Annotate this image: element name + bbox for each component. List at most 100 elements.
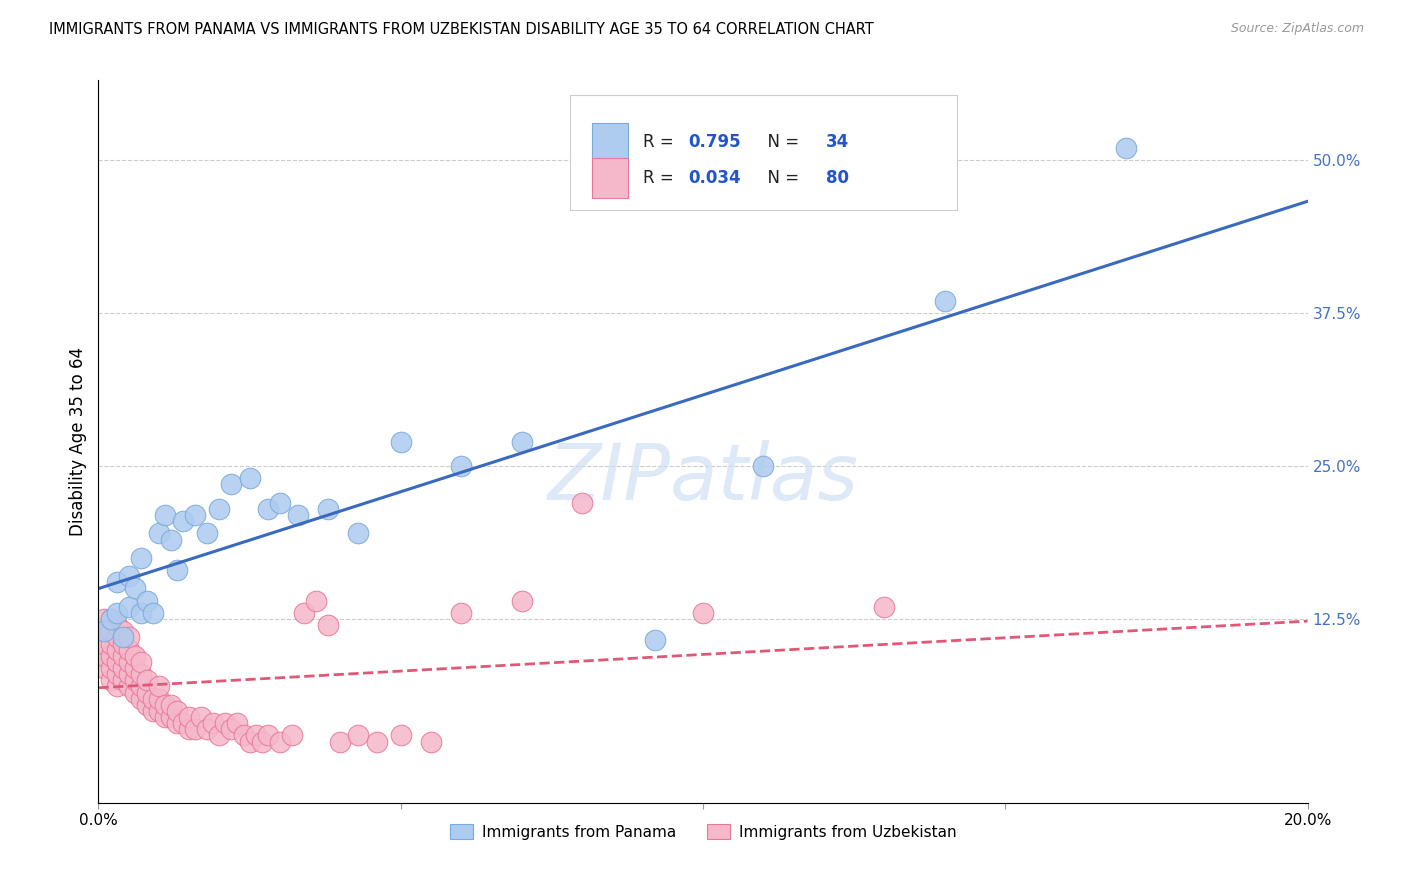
Point — [692, 606, 714, 620]
Point — [111, 648, 134, 663]
Text: 80: 80 — [827, 169, 849, 186]
Point — [226, 716, 249, 731]
Point — [184, 508, 207, 522]
Point — [135, 593, 157, 607]
Point — [111, 637, 134, 651]
Point — [100, 661, 122, 675]
Point — [93, 661, 115, 675]
FancyBboxPatch shape — [592, 122, 628, 162]
Point — [420, 734, 443, 748]
Point — [269, 734, 291, 748]
Point — [148, 526, 170, 541]
Point — [160, 710, 183, 724]
Point — [329, 734, 352, 748]
Point — [105, 631, 128, 645]
Point — [105, 575, 128, 590]
Point — [105, 655, 128, 669]
Point — [129, 655, 152, 669]
Point — [105, 642, 128, 657]
Point — [510, 434, 533, 449]
Point — [239, 471, 262, 485]
Point — [347, 526, 370, 541]
Point — [208, 728, 231, 742]
Point — [129, 680, 152, 694]
Point — [316, 618, 339, 632]
Point — [221, 477, 243, 491]
Text: IMMIGRANTS FROM PANAMA VS IMMIGRANTS FROM UZBEKISTAN DISABILITY AGE 35 TO 64 COR: IMMIGRANTS FROM PANAMA VS IMMIGRANTS FRO… — [49, 22, 875, 37]
Point — [287, 508, 309, 522]
Point — [100, 612, 122, 626]
Text: N =: N = — [758, 169, 804, 186]
Point — [93, 648, 115, 663]
Point — [166, 704, 188, 718]
Point — [347, 728, 370, 742]
Point — [153, 698, 176, 712]
Point — [93, 624, 115, 639]
Point — [172, 716, 194, 731]
Point — [269, 496, 291, 510]
Point — [118, 642, 141, 657]
Point — [281, 728, 304, 742]
FancyBboxPatch shape — [569, 95, 957, 211]
Point — [166, 563, 188, 577]
Point — [166, 716, 188, 731]
Point — [105, 667, 128, 681]
Point — [239, 734, 262, 748]
Point — [135, 698, 157, 712]
FancyBboxPatch shape — [592, 158, 628, 198]
Legend: Immigrants from Panama, Immigrants from Uzbekistan: Immigrants from Panama, Immigrants from … — [443, 818, 963, 846]
Point — [135, 685, 157, 699]
Point — [124, 661, 146, 675]
Point — [305, 593, 328, 607]
Text: 34: 34 — [827, 134, 849, 152]
Point — [316, 502, 339, 516]
Point — [571, 496, 593, 510]
Point — [105, 618, 128, 632]
Point — [148, 704, 170, 718]
Point — [111, 661, 134, 675]
Point — [124, 648, 146, 663]
Point — [245, 728, 267, 742]
Point — [195, 723, 218, 737]
Point — [153, 710, 176, 724]
Point — [142, 606, 165, 620]
Point — [153, 508, 176, 522]
Point — [100, 673, 122, 688]
Point — [118, 655, 141, 669]
Point — [142, 704, 165, 718]
Point — [100, 648, 122, 663]
Text: N =: N = — [758, 134, 804, 152]
Point — [100, 612, 122, 626]
Point — [93, 624, 115, 639]
Point — [250, 734, 273, 748]
Point — [389, 728, 412, 742]
Point — [172, 514, 194, 528]
Text: 0.795: 0.795 — [689, 134, 741, 152]
Point — [873, 599, 896, 614]
Point — [160, 698, 183, 712]
Point — [366, 734, 388, 748]
Point — [221, 723, 243, 737]
Point — [450, 606, 472, 620]
Point — [129, 606, 152, 620]
Point — [232, 728, 254, 742]
Point — [118, 631, 141, 645]
Point — [105, 606, 128, 620]
Point — [256, 728, 278, 742]
Point — [100, 637, 122, 651]
Y-axis label: Disability Age 35 to 64: Disability Age 35 to 64 — [69, 347, 87, 536]
Point — [118, 667, 141, 681]
Point — [752, 458, 775, 473]
Point — [934, 293, 956, 308]
Point — [129, 667, 152, 681]
Point — [256, 502, 278, 516]
Point — [124, 685, 146, 699]
Point — [129, 691, 152, 706]
Point — [510, 593, 533, 607]
Point — [1115, 141, 1137, 155]
Point — [124, 582, 146, 596]
Point — [142, 691, 165, 706]
Point — [644, 632, 666, 647]
Point — [450, 458, 472, 473]
Point — [100, 624, 122, 639]
